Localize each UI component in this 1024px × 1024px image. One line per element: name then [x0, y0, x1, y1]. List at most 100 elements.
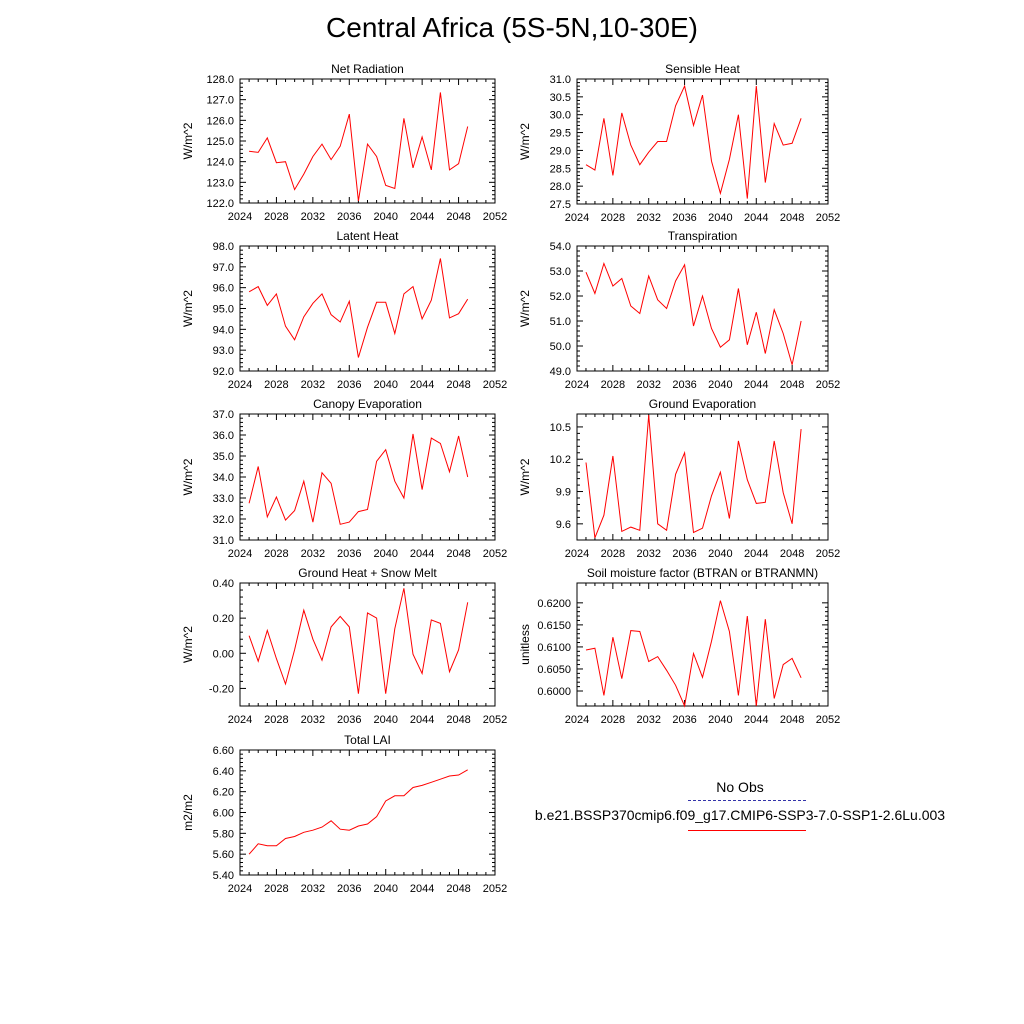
- y-tick-label: 5.80: [213, 828, 234, 840]
- data-point: [639, 164, 640, 165]
- x-tick-label: 2044: [744, 212, 768, 224]
- data-point: [349, 626, 350, 627]
- data-point: [267, 845, 268, 846]
- data-point: [312, 156, 313, 157]
- data-point: [385, 800, 386, 801]
- x-tick-label: 2028: [264, 211, 288, 223]
- data-point: [621, 531, 622, 532]
- data-point: [349, 522, 350, 523]
- chart-panel: 2024 2028 2032 2036 2040 2044 2048 2052 9.6 9.9 10…: [518, 397, 840, 560]
- chart-panel: 2024 2028 2032 2036 2040 2044 2048 2052 27.5 28.0…: [518, 62, 840, 224]
- chart-title: Total LAI: [344, 733, 391, 747]
- data-point: [440, 443, 441, 444]
- x-tick-label: 2040: [373, 714, 397, 726]
- x-tick-label: 2032: [636, 379, 660, 391]
- data-point: [422, 136, 423, 137]
- y-tick-label: 6.00: [213, 808, 234, 820]
- series-line: [585, 415, 802, 538]
- data-point: [711, 641, 712, 642]
- data-point: [394, 795, 395, 796]
- x-tick-label: 2048: [780, 548, 804, 560]
- data-point: [385, 185, 386, 186]
- y-tick-label: 33.0: [213, 493, 234, 505]
- data-point: [458, 163, 459, 164]
- data-point: [756, 312, 757, 313]
- series-line: [248, 769, 468, 855]
- x-tick-label: 2024: [565, 548, 589, 560]
- y-tick-label: 53.0: [550, 266, 571, 278]
- data-point: [249, 503, 250, 504]
- data-point: [249, 151, 250, 152]
- data-point: [648, 152, 649, 153]
- data-point: [684, 86, 685, 87]
- y-tick-label: 36.0: [213, 430, 234, 442]
- y-tick-label: 123.0: [206, 177, 234, 189]
- data-point: [403, 118, 404, 119]
- data-point: [349, 301, 350, 302]
- data-point: [467, 126, 468, 127]
- data-point: [385, 302, 386, 303]
- x-tick-label: 2052: [483, 211, 507, 223]
- x-tick-label: 2052: [816, 548, 840, 560]
- chart-title: Net Radiation: [331, 62, 404, 76]
- x-tick-label: 2028: [264, 379, 288, 391]
- data-point: [449, 317, 450, 318]
- data-point: [630, 526, 631, 527]
- y-axis-label: W/m^2: [181, 290, 195, 327]
- data-point: [666, 141, 667, 142]
- data-point: [720, 347, 721, 348]
- data-point: [267, 630, 268, 631]
- x-tick-label: 2032: [636, 548, 660, 560]
- data-point: [675, 474, 676, 475]
- chart-title: Latent Heat: [336, 229, 399, 243]
- y-tick-label: 0.6000: [537, 686, 571, 698]
- data-point: [330, 483, 331, 484]
- data-point: [711, 328, 712, 329]
- data-point: [321, 660, 322, 661]
- x-tick-label: 2028: [264, 714, 288, 726]
- data-point: [303, 316, 304, 317]
- y-tick-label: 31.0: [213, 535, 234, 547]
- data-point: [648, 414, 649, 415]
- data-point: [765, 182, 766, 183]
- x-tick-label: 2024: [565, 212, 589, 224]
- y-tick-label: 34.0: [213, 472, 234, 484]
- plot-frame: [239, 413, 496, 541]
- x-tick-label: 2040: [373, 379, 397, 391]
- x-tick-label: 2036: [337, 211, 361, 223]
- data-point: [657, 299, 658, 300]
- data-point: [594, 648, 595, 649]
- data-point: [783, 144, 784, 145]
- chart-panel: 2024 2028 2032 2036 2040 2044 2048 2052 5.40 5.60…: [181, 733, 507, 895]
- y-tick-label: 0.20: [213, 613, 234, 625]
- data-point: [403, 588, 404, 589]
- x-tick-label: 2028: [601, 379, 625, 391]
- y-tick-label: 51.0: [550, 316, 571, 328]
- y-tick-label: 30.0: [550, 110, 571, 122]
- data-point: [422, 785, 423, 786]
- data-point: [431, 619, 432, 620]
- data-point: [657, 523, 658, 524]
- data-point: [267, 137, 268, 138]
- data-point: [756, 503, 757, 504]
- data-point: [621, 112, 622, 113]
- series-line: [585, 600, 802, 708]
- chart-title: Ground Heat + Snow Melt: [298, 566, 437, 580]
- data-point: [303, 481, 304, 482]
- data-point: [330, 314, 331, 315]
- y-tick-label: 94.0: [213, 324, 234, 336]
- data-point: [431, 169, 432, 170]
- y-tick-label: 0.6050: [537, 664, 571, 676]
- data-point: [801, 118, 802, 119]
- data-point: [321, 472, 322, 473]
- data-point: [675, 280, 676, 281]
- data-point: [422, 318, 423, 319]
- data-point: [412, 286, 413, 287]
- x-tick-label: 2036: [337, 379, 361, 391]
- data-point: [412, 167, 413, 168]
- data-point: [792, 658, 793, 659]
- x-tick-label: 2036: [672, 212, 696, 224]
- y-tick-label: 6.20: [213, 787, 234, 799]
- data-point: [358, 357, 359, 358]
- data-point: [258, 661, 259, 662]
